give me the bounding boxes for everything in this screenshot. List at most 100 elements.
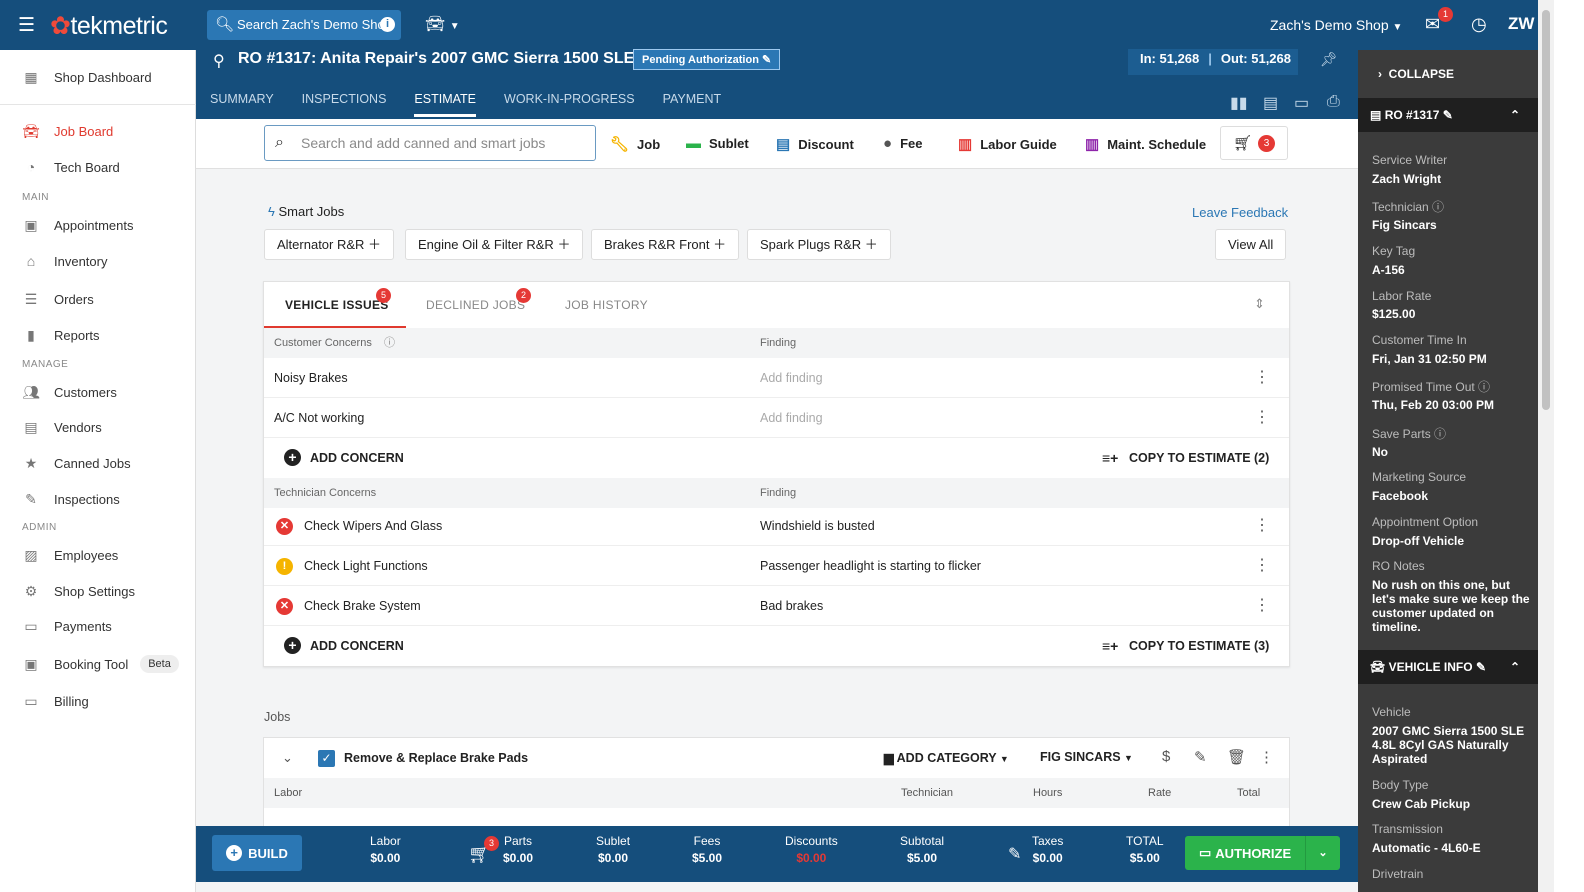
build-button[interactable]: + BUILD: [212, 835, 302, 871]
copy-to-estimate-button[interactable]: COPY TO ESTIMATE (3): [1129, 639, 1270, 653]
add-fee-button[interactable]: ● Fee: [883, 135, 922, 152]
leave-feedback-link[interactable]: Leave Feedback: [1192, 205, 1289, 220]
authorize-button[interactable]: ▭ AUTHORIZE ⌄: [1185, 836, 1340, 870]
sidebar-item-job-board[interactable]: 🚘︎ Job Board: [0, 114, 196, 148]
pencil-icon[interactable]: ✎: [1194, 749, 1207, 766]
sidebar-item-orders[interactable]: ☰ Orders: [0, 282, 196, 316]
scrollbar-thumb[interactable]: [1542, 10, 1550, 410]
clock-icon[interactable]: ◷: [1471, 14, 1487, 34]
plus-icon: ＋: [368, 237, 382, 252]
add-finding-input[interactable]: Add finding: [760, 411, 823, 425]
customer-concerns-label: Customer Concerns: [274, 337, 372, 349]
concern-text: Check Brake System: [304, 599, 421, 613]
global-search-input[interactable]: 🔍︎ Search Zach's Demo Shop i: [207, 10, 401, 40]
maint-schedule-button[interactable]: ▥ Maint. Schedule: [1085, 135, 1206, 153]
vehicle-search-dropdown[interactable]: 🚘︎ ▼: [425, 14, 460, 34]
more-vert-icon[interactable]: ⋮: [1254, 369, 1270, 386]
more-vert-icon[interactable]: ⋮: [1254, 597, 1270, 614]
copy-to-estimate-button[interactable]: COPY TO ESTIMATE (2): [1129, 451, 1270, 465]
labor-guide-button[interactable]: ▥ Labor Guide: [958, 135, 1057, 153]
sidebar-item-inspections[interactable]: ✎ Inspections: [0, 482, 196, 516]
technician-value: Fig Sincars: [1372, 218, 1437, 232]
ro-info-header[interactable]: ▤ RO #1317 ✎ ⌃: [1358, 98, 1538, 132]
ro-details-panel: [1358, 50, 1538, 892]
sidebar-item-canned-jobs[interactable]: ★ Canned Jobs: [0, 446, 196, 480]
collapse-button[interactable]: › COLLAPSE: [1358, 50, 1538, 98]
smart-job-chip[interactable]: Spark Plugs R&R ＋: [747, 229, 891, 260]
add-concern-button[interactable]: ADD CONCERN: [310, 639, 404, 653]
status-badge[interactable]: Pending Authorization ✎: [633, 49, 781, 70]
sidebar-item-vendors[interactable]: ▤ Vendors: [0, 410, 196, 444]
vehicle-info-header[interactable]: 🚘︎ VEHICLE INFO ✎ ⌃: [1358, 650, 1538, 684]
table-row[interactable]: Noisy Brakes Add finding ⋮: [264, 358, 1289, 398]
smart-job-chip[interactable]: Alternator R&R ＋: [264, 229, 395, 260]
tab-work-in-progress[interactable]: WORK-IN-PROGRESS: [504, 92, 635, 106]
field-label: Service Writer: [1372, 153, 1448, 167]
sidebar-item-customers[interactable]: 👥︎ Customers: [0, 375, 196, 409]
user-avatar[interactable]: ZW: [1508, 14, 1535, 33]
more-vert-icon[interactable]: ⋮: [1259, 749, 1274, 766]
info-icon[interactable]: i: [380, 17, 395, 32]
clipboard-icon: ▤: [1370, 108, 1382, 122]
pencil-icon[interactable]: ✎: [1008, 846, 1022, 863]
tab-summary[interactable]: SUMMARY: [210, 92, 274, 106]
more-vert-icon[interactable]: ⋮: [1254, 557, 1270, 574]
labor-rate-value: $125.00: [1372, 307, 1416, 321]
more-vert-icon[interactable]: ⋮: [1254, 517, 1270, 534]
cart-button[interactable]: 🛒︎ 3: [1220, 126, 1288, 160]
sidebar-item-inventory[interactable]: ⌂ Inventory: [0, 244, 196, 278]
add-job-button[interactable]: 🔧︎ Job: [610, 135, 660, 153]
add-finding-input[interactable]: Add finding: [760, 371, 823, 385]
tab-job-history[interactable]: JOB HISTORY: [565, 298, 648, 312]
technician-dropdown[interactable]: FIG SINCARS ▼: [1040, 750, 1133, 764]
table-row[interactable]: A/C Not working Add finding ⋮: [264, 398, 1289, 438]
messages-icon[interactable]: ✉: [1425, 14, 1441, 34]
sidebar-item-billing[interactable]: ▭ Billing: [0, 684, 196, 718]
add-sublet-button[interactable]: ▬ Sublet: [686, 135, 749, 152]
bar-chart-icon[interactable]: ▮▮: [1230, 95, 1248, 112]
trash-icon[interactable]: 🗑︎: [1227, 749, 1247, 766]
job-search-input[interactable]: ⌕ Search and add canned and smart jobs: [264, 125, 596, 161]
smart-job-chip[interactable]: Engine Oil & Filter R&R ＋: [405, 229, 584, 260]
tab-declined-jobs[interactable]: DECLINED JOBS: [426, 298, 526, 312]
tab-payment[interactable]: PAYMENT: [662, 92, 722, 106]
tab-inspections[interactable]: INSPECTIONS: [301, 92, 387, 106]
sidebar-item-appointments[interactable]: ▣ Appointments: [0, 208, 196, 242]
labor-guide-label: Labor Guide: [980, 136, 1057, 152]
sidebar-item-booking-tool[interactable]: ▣ Booking Tool Beta: [0, 647, 196, 681]
table-row[interactable]: ✕ Check Brake System Bad brakes ⋮: [264, 586, 1289, 626]
sidebar-item-reports[interactable]: ▮ Reports: [0, 318, 196, 352]
table-row[interactable]: ! Check Light Functions Passenger headligh…: [264, 546, 1289, 586]
more-vert-icon[interactable]: ⋮: [1254, 409, 1270, 426]
job-checkbox[interactable]: ✓: [318, 750, 335, 767]
sidebar-item-employees[interactable]: ▨ Employees: [0, 538, 196, 572]
parts-total[interactable]: Parts $0.00: [503, 834, 533, 865]
add-category-dropdown[interactable]: ▆ ADD CATEGORY ▼: [884, 750, 1009, 765]
chat-icon[interactable]: ▤: [1263, 95, 1279, 112]
fail-status-icon: ✕: [276, 598, 293, 615]
add-discount-button[interactable]: ▤ Discount: [776, 135, 854, 153]
smart-job-chip[interactable]: Brakes R&R Front ＋: [591, 229, 740, 260]
print-icon[interactable]: ⎙: [1327, 93, 1340, 110]
plus-circle-icon: +: [226, 845, 243, 861]
chevron-down-icon[interactable]: ⌄: [1305, 836, 1340, 870]
add-concern-button[interactable]: ADD CONCERN: [310, 451, 404, 465]
sidebar-item-shop-settings[interactable]: ⚙ Shop Settings: [0, 574, 196, 608]
mileage-box[interactable]: In: 51,268 | Out: 51,268: [1128, 49, 1298, 75]
tab-estimate[interactable]: ESTIMATE: [414, 92, 477, 117]
subtotal-total: Subtotal $5.00: [900, 834, 944, 865]
sidebar-item-dashboard[interactable]: ▦ Shop Dashboard: [0, 60, 196, 94]
chevron-down-icon[interactable]: ⌄: [282, 750, 293, 765]
pin-icon[interactable]: 📌︎: [1320, 51, 1338, 67]
menu-icon[interactable]: ☰: [18, 15, 36, 36]
pricing-icon[interactable]: $: [1162, 748, 1171, 765]
screen-icon[interactable]: ▭: [1294, 95, 1310, 112]
view-all-button[interactable]: View All: [1215, 229, 1287, 260]
tab-vehicle-issues[interactable]: VEHICLE ISSUES: [285, 298, 389, 312]
table-row[interactable]: ✕ Check Wipers And Glass Windshield is bus…: [264, 506, 1289, 546]
brand-logo[interactable]: ✿tekmetric: [50, 11, 168, 41]
sidebar-item-payments[interactable]: ▭ Payments: [0, 609, 196, 643]
sidebar-item-tech-board[interactable]: ◔ Tech Board: [0, 150, 196, 184]
shop-selector[interactable]: Zach's Demo Shop ▼: [1270, 17, 1402, 33]
collapse-arrows-icon[interactable]: ⇕: [1254, 296, 1265, 311]
